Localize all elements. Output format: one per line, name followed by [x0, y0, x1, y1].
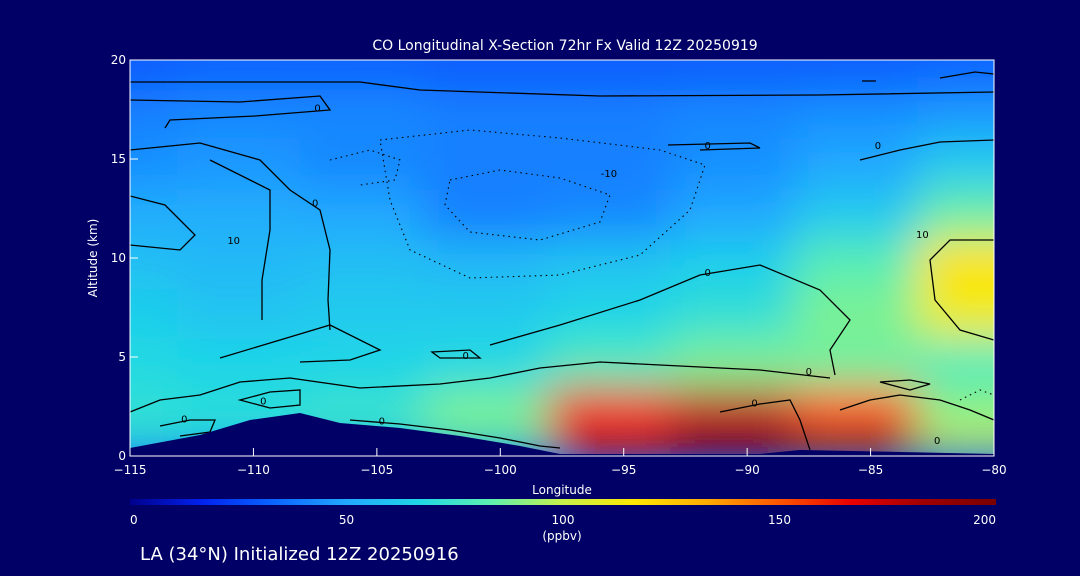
colorbar-tick-label: 0 — [130, 513, 138, 527]
colorbar-ticks: 0 50 100 150 200 — [130, 513, 996, 527]
contour-label: -10 — [601, 169, 617, 180]
contour-line — [130, 81, 994, 97]
contour-line — [719, 399, 811, 451]
x-tick-label: −100 — [484, 463, 517, 477]
contour-lines — [130, 71, 994, 451]
colorbar-units: (ppbv) — [542, 529, 581, 543]
contour-line — [159, 419, 216, 437]
contour-line-negative — [329, 149, 401, 186]
co-field-cell — [917, 380, 994, 433]
terrain-mask — [130, 413, 994, 456]
colorbar — [130, 499, 996, 505]
contour-label: 0 — [934, 436, 940, 447]
contour-line — [929, 239, 994, 341]
x-tick-label: −115 — [114, 463, 147, 477]
co-field-cell — [917, 81, 994, 138]
contour-line — [879, 379, 931, 391]
y-tick-label: 20 — [111, 53, 126, 67]
contour-line — [489, 264, 851, 376]
contour-line — [859, 139, 994, 161]
contour-line-negative — [444, 169, 611, 241]
contour-line-negative — [959, 389, 994, 401]
dotted-contour-lines — [329, 129, 994, 401]
contour-label: 0 — [463, 351, 469, 362]
contour-line — [430, 349, 482, 359]
y-axis: 0 5 10 15 20 — [111, 53, 138, 463]
x-tick-label: −95 — [611, 463, 636, 477]
x-axis-label: Longitude — [532, 483, 592, 497]
colorbar-tick-label: 200 — [973, 513, 996, 527]
contour-labels: 0 0 10 -10 0 0 10 0 0 0 0 0 0 0 0 — [181, 103, 940, 447]
co-concentration-field — [130, 60, 994, 455]
contour-label: 0 — [379, 416, 385, 427]
co-field-cell — [917, 60, 994, 89]
contour-label: 0 — [704, 141, 710, 152]
contour-line — [209, 159, 271, 320]
contour-label: 10 — [916, 230, 929, 241]
contour-label: 0 — [312, 199, 318, 210]
contour-label: 0 — [314, 103, 320, 114]
contour-label: 0 — [704, 268, 710, 279]
contour-label: 0 — [875, 141, 881, 152]
plot-area — [130, 60, 994, 456]
contour-label: 0 — [181, 414, 187, 425]
colorbar-tick-label: 150 — [768, 513, 791, 527]
contour-label: 0 — [751, 399, 757, 410]
contour-line — [130, 95, 332, 129]
contour-label: 0 — [260, 397, 266, 408]
colorbar-tick-label: 50 — [339, 513, 354, 527]
contour-label: 10 — [227, 236, 240, 247]
contour-line — [237, 389, 301, 409]
x-tick-label: −85 — [858, 463, 883, 477]
contour-line — [130, 195, 196, 251]
y-tick-label: 10 — [111, 251, 126, 265]
contour-line — [130, 142, 331, 331]
y-tick-label: 5 — [118, 350, 126, 364]
colorbar-tick-label: 100 — [552, 513, 575, 527]
contour-line — [839, 394, 994, 421]
contour-line — [219, 324, 382, 363]
x-tick-label: −105 — [360, 463, 393, 477]
x-tick-label: −110 — [237, 463, 270, 477]
y-tick-label: 15 — [111, 152, 126, 166]
footer-caption: LA (34°N) Initialized 12Z 20250916 — [140, 544, 459, 565]
co-field-cell — [917, 128, 994, 190]
x-tick-label: −80 — [981, 463, 1006, 477]
contour-line — [667, 142, 761, 151]
x-tick-label: −90 — [734, 463, 759, 477]
contour-line — [130, 361, 831, 413]
chart-title: CO Longitudinal X-Section 72hr Fx Valid … — [372, 38, 757, 54]
y-tick-label: 0 — [118, 449, 126, 463]
contour-line — [349, 419, 561, 449]
contour-line — [939, 71, 994, 79]
contour-label: 0 — [806, 367, 812, 378]
y-axis-label: Altitude (km) — [86, 219, 100, 298]
contour-line-negative — [379, 129, 706, 279]
x-axis: −115 −110 −105 −100 −95 −90 −85 −80 — [114, 448, 1007, 477]
